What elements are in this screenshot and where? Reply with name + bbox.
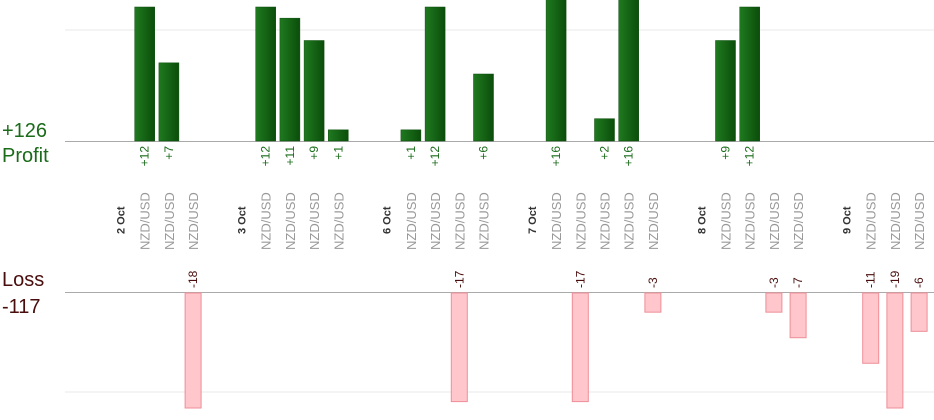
profit-bar — [134, 6, 155, 142]
loss-value-label: -17 — [573, 270, 587, 288]
loss-value-label: -7 — [791, 277, 805, 288]
date-label: 6 Oct — [382, 206, 394, 234]
loss-bar — [644, 292, 662, 313]
pair-label: NZD/USD — [428, 192, 443, 250]
profit-value-label: +12 — [428, 146, 442, 167]
pair-label: NZD/USD — [791, 192, 806, 250]
profit-bar — [400, 129, 422, 142]
profit-bar — [279, 17, 301, 142]
date-label: 8 Oct — [696, 206, 708, 234]
profit-value-label: +1 — [331, 146, 345, 160]
labels: 2 Oct NZD/USD +12 NZD/USD +7 NZD/USD -18 3 Oct N… — [116, 146, 928, 288]
profit-bar — [473, 73, 494, 142]
pair-label: NZD/USD — [283, 192, 298, 250]
profit-value-label: +12 — [743, 146, 757, 167]
loss-value-label: -19 — [888, 270, 902, 288]
profit-bar — [715, 40, 736, 142]
loss-bar — [886, 292, 904, 409]
pair-label: NZD/USD — [549, 192, 564, 250]
loss-total: -117 — [2, 296, 41, 318]
pair-label: NZD/USD — [573, 192, 588, 250]
profit-value-label: +9 — [307, 146, 321, 160]
loss-value-label: -18 — [186, 270, 200, 288]
date-label: 9 Oct — [842, 206, 854, 234]
loss-value-label: -6 — [912, 277, 926, 288]
pair-label: NZD/USD — [864, 192, 879, 250]
profit-value-label: +7 — [162, 146, 176, 160]
loss-bar — [571, 292, 589, 403]
profit-value-label: +12 — [138, 146, 152, 167]
pair-label: NZD/USD — [186, 192, 201, 250]
profit-value-label: +16 — [622, 146, 636, 167]
date-label: 3 Oct — [237, 206, 249, 234]
pair-label: NZD/USD — [598, 192, 613, 250]
pair-label: NZD/USD — [646, 192, 661, 250]
profit-bar — [594, 118, 615, 142]
loss-value-label: -3 — [767, 277, 781, 288]
pair-label: NZD/USD — [888, 192, 903, 250]
pair-label: NZD/USD — [404, 192, 419, 250]
loss-bar — [862, 292, 880, 364]
profit-value-label: +11 — [283, 146, 297, 166]
profit-bar — [255, 6, 276, 142]
pair-label: NZD/USD — [477, 192, 492, 250]
pair-label: NZD/USD — [767, 192, 782, 250]
profit-bar — [303, 40, 325, 142]
loss-bar — [789, 292, 807, 339]
loss-label: Loss — [2, 269, 45, 291]
pair-label: NZD/USD — [912, 192, 927, 250]
pair-label: NZD/USD — [331, 192, 346, 250]
bars — [134, 0, 928, 409]
pair-label: NZD/USD — [162, 192, 177, 250]
profit-bar — [739, 6, 760, 142]
profit-value-label: +9 — [719, 146, 733, 160]
pair-label: NZD/USD — [259, 192, 274, 250]
loss-value-label: -11 — [864, 271, 878, 288]
profit-value-label: +2 — [598, 146, 612, 160]
pair-label: NZD/USD — [138, 192, 153, 250]
date-label: 2 Oct — [116, 206, 128, 234]
pair-label: NZD/USD — [307, 192, 322, 250]
profit-value-label: +1 — [404, 146, 418, 160]
profit-value-label: +6 — [477, 146, 491, 160]
profit-label: Profit — [2, 145, 49, 167]
pair-label: NZD/USD — [452, 192, 467, 250]
loss-value-label: -3 — [646, 277, 660, 288]
profit-total: +126 — [2, 120, 48, 142]
profit-bar — [545, 0, 567, 142]
pair-label: NZD/USD — [719, 192, 734, 250]
loss-value-label: -17 — [452, 270, 466, 288]
pair-label: NZD/USD — [622, 192, 637, 250]
loss-bar — [450, 292, 468, 403]
gridlines — [65, 29, 934, 393]
profit-bar — [424, 6, 446, 142]
pair-label: NZD/USD — [743, 192, 758, 250]
loss-bar — [184, 292, 202, 409]
profit-value-label: +12 — [259, 146, 273, 167]
date-label: 7 Oct — [527, 206, 539, 234]
profit-bar — [618, 0, 639, 142]
profit-value-label: +16 — [549, 146, 563, 167]
axes — [65, 141, 934, 293]
loss-bar — [910, 292, 928, 332]
profit-bar — [158, 62, 180, 142]
profit-bar — [328, 129, 349, 142]
loss-bar — [765, 292, 783, 313]
